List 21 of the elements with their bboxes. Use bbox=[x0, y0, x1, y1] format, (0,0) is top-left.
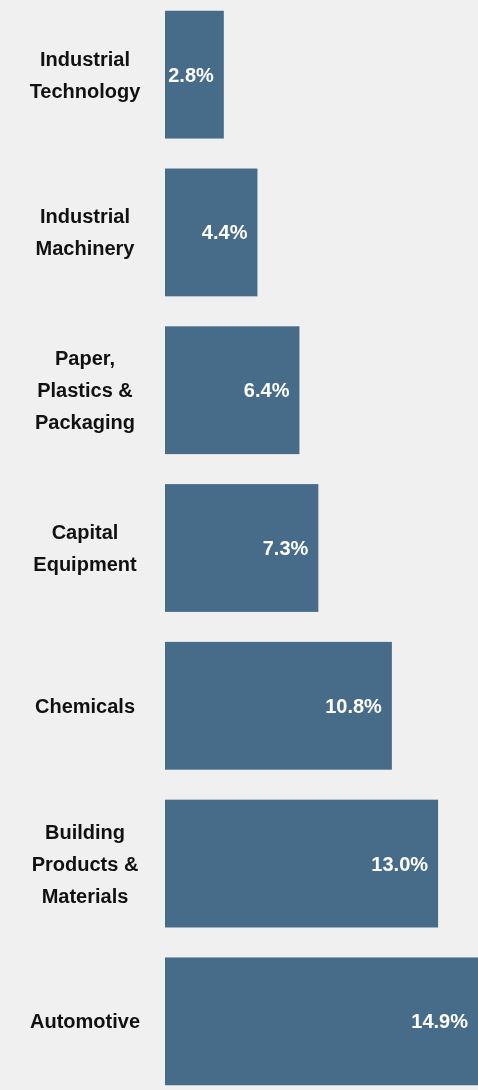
data-label: 6.4% bbox=[243, 379, 290, 402]
bar bbox=[165, 168, 258, 297]
data-label: 2.8% bbox=[168, 63, 215, 86]
bar bbox=[165, 10, 224, 139]
y-tick-label: Building Products & Materials bbox=[31, 820, 139, 907]
bar bbox=[165, 641, 392, 770]
y-tick-label: Paper, Plastics & Packaging bbox=[34, 347, 136, 434]
y-tick-label: Industrial Technology bbox=[29, 47, 142, 102]
y-tick-label: Industrial Machinery bbox=[35, 205, 136, 260]
bar bbox=[165, 957, 478, 1086]
bar bbox=[165, 326, 300, 455]
data-label: 13.0% bbox=[371, 852, 429, 875]
data-label: 7.3% bbox=[262, 537, 309, 559]
data-label: 14.9% bbox=[411, 1010, 469, 1033]
data-label: 10.8% bbox=[325, 694, 383, 717]
data-label: 4.4% bbox=[201, 221, 248, 244]
y-tick-label: Automotive bbox=[30, 1010, 140, 1033]
bar bbox=[165, 484, 319, 612]
bar bbox=[165, 799, 439, 928]
y-tick-label: Chemicals bbox=[34, 694, 136, 717]
y-tick-label: Capital Equipment bbox=[33, 521, 137, 575]
